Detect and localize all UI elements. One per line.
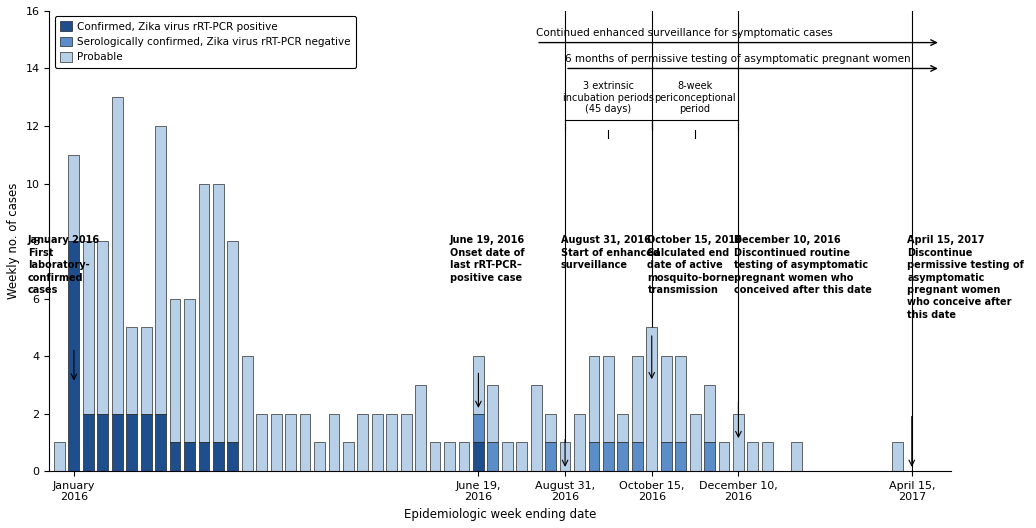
Bar (545, 413, 556, 442)
Bar (661, 356, 671, 442)
Bar (54, 442, 65, 471)
Bar (790, 442, 802, 471)
Text: December 10, 2016
Discontinued routine
testing of asymptomatic
pregnant women wh: December 10, 2016 Discontinued routine t… (735, 235, 872, 295)
Bar (603, 442, 613, 471)
Bar (83, 413, 94, 471)
Bar (588, 356, 600, 442)
Bar (343, 442, 354, 471)
Bar (227, 442, 238, 471)
Bar (227, 241, 238, 442)
Bar (97, 241, 108, 413)
Bar (545, 442, 556, 471)
Bar (459, 442, 469, 471)
Text: January 2016
First
laboratory-
confirmed
cases: January 2016 First laboratory- confirmed… (28, 235, 99, 295)
Bar (588, 442, 600, 471)
Bar (487, 442, 498, 471)
Bar (617, 413, 628, 442)
Bar (444, 442, 455, 471)
Bar (97, 413, 108, 471)
Bar (430, 442, 440, 471)
Bar (141, 413, 151, 471)
Bar (199, 442, 209, 471)
Bar (617, 442, 628, 471)
Bar (401, 413, 411, 471)
Text: April 15, 2017
Discontinue
permissive testing of
asymptomatic
pregnant women
who: April 15, 2017 Discontinue permissive te… (908, 235, 1025, 320)
Bar (170, 442, 180, 471)
Bar (892, 442, 902, 471)
Bar (155, 126, 166, 413)
Bar (704, 385, 715, 442)
Text: Continued enhanced surveillance for symptomatic cases: Continued enhanced surveillance for symp… (537, 29, 833, 38)
Legend: Confirmed, Zika virus rRT-PCR positive, Serologically confirmed, Zika virus rRT-: Confirmed, Zika virus rRT-PCR positive, … (55, 16, 356, 68)
Bar (675, 356, 686, 442)
Bar (719, 442, 729, 471)
Bar (661, 442, 671, 471)
Bar (213, 184, 224, 442)
Bar (112, 97, 122, 413)
Bar (646, 327, 657, 471)
Bar (559, 442, 571, 471)
Bar (126, 327, 137, 413)
Bar (241, 356, 253, 471)
Bar (386, 413, 397, 471)
X-axis label: Epidemiologic week ending date: Epidemiologic week ending date (404, 508, 597, 521)
Bar (761, 442, 773, 471)
Bar (690, 413, 700, 471)
Bar (473, 413, 484, 442)
Text: August 31, 2016
Start of enhanced
surveillance: August 31, 2016 Start of enhanced survei… (560, 235, 660, 270)
Bar (256, 413, 267, 471)
Bar (68, 155, 80, 241)
Bar (83, 241, 94, 413)
Bar (213, 442, 224, 471)
Bar (372, 413, 382, 471)
Text: 8-week
periconceptional
period: 8-week periconceptional period (655, 81, 736, 115)
Bar (733, 413, 744, 471)
Bar (357, 413, 368, 471)
Bar (184, 299, 195, 442)
Bar (314, 442, 325, 471)
Bar (184, 442, 195, 471)
Bar (516, 442, 527, 471)
Bar (473, 356, 484, 413)
Bar (328, 413, 340, 471)
Bar (170, 299, 180, 442)
Bar (501, 442, 513, 471)
Bar (747, 442, 758, 471)
Bar (112, 413, 122, 471)
Bar (199, 184, 209, 442)
Bar (155, 413, 166, 471)
Bar (530, 385, 542, 471)
Bar (632, 442, 642, 471)
Bar (299, 413, 311, 471)
Text: October 15, 2016
Calculated end
date of active
mosquito-borne
transmission: October 15, 2016 Calculated end date of … (648, 235, 742, 295)
Bar (68, 241, 80, 471)
Text: 6 months of permissive testing of asymptomatic pregnant women: 6 months of permissive testing of asympt… (565, 54, 911, 64)
Bar (270, 413, 282, 471)
Y-axis label: Weekly no. of cases: Weekly no. of cases (7, 183, 20, 299)
Bar (704, 442, 715, 471)
Bar (473, 442, 484, 471)
Bar (415, 385, 426, 471)
Bar (574, 413, 585, 471)
Bar (487, 385, 498, 442)
Bar (675, 442, 686, 471)
Bar (285, 413, 296, 471)
Text: June 19, 2016
Onset date of
last rRT-PCR–
positive case: June 19, 2016 Onset date of last rRT-PCR… (450, 235, 524, 282)
Bar (126, 413, 137, 471)
Bar (603, 356, 613, 442)
Bar (632, 356, 642, 442)
Text: 3 extrinsic
incubation periods
(45 days): 3 extrinsic incubation periods (45 days) (563, 81, 654, 115)
Bar (141, 327, 151, 413)
